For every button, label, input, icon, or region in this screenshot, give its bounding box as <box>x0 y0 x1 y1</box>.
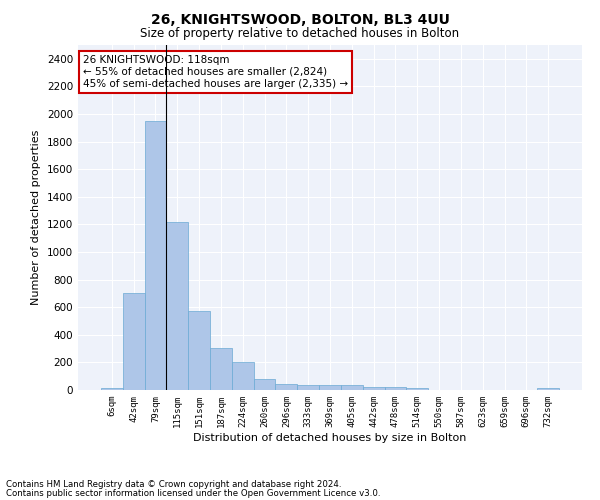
Bar <box>341 385 363 390</box>
Bar <box>406 388 428 390</box>
Bar <box>385 387 406 390</box>
Bar <box>297 385 319 390</box>
Bar <box>319 385 341 390</box>
Text: 26 KNIGHTSWOOD: 118sqm
← 55% of detached houses are smaller (2,824)
45% of semi-: 26 KNIGHTSWOOD: 118sqm ← 55% of detached… <box>83 56 348 88</box>
Bar <box>145 121 166 390</box>
Bar <box>166 222 188 390</box>
Bar <box>210 348 232 390</box>
Bar <box>363 386 385 390</box>
Bar <box>232 362 254 390</box>
Y-axis label: Number of detached properties: Number of detached properties <box>31 130 41 305</box>
Bar <box>537 388 559 390</box>
Text: Contains HM Land Registry data © Crown copyright and database right 2024.: Contains HM Land Registry data © Crown c… <box>6 480 341 489</box>
Text: 26, KNIGHTSWOOD, BOLTON, BL3 4UU: 26, KNIGHTSWOOD, BOLTON, BL3 4UU <box>151 12 449 26</box>
Bar <box>101 388 123 390</box>
Text: Size of property relative to detached houses in Bolton: Size of property relative to detached ho… <box>140 28 460 40</box>
Bar <box>254 379 275 390</box>
X-axis label: Distribution of detached houses by size in Bolton: Distribution of detached houses by size … <box>193 432 467 442</box>
Bar <box>188 310 210 390</box>
Bar <box>275 384 297 390</box>
Text: Contains public sector information licensed under the Open Government Licence v3: Contains public sector information licen… <box>6 489 380 498</box>
Bar <box>123 294 145 390</box>
